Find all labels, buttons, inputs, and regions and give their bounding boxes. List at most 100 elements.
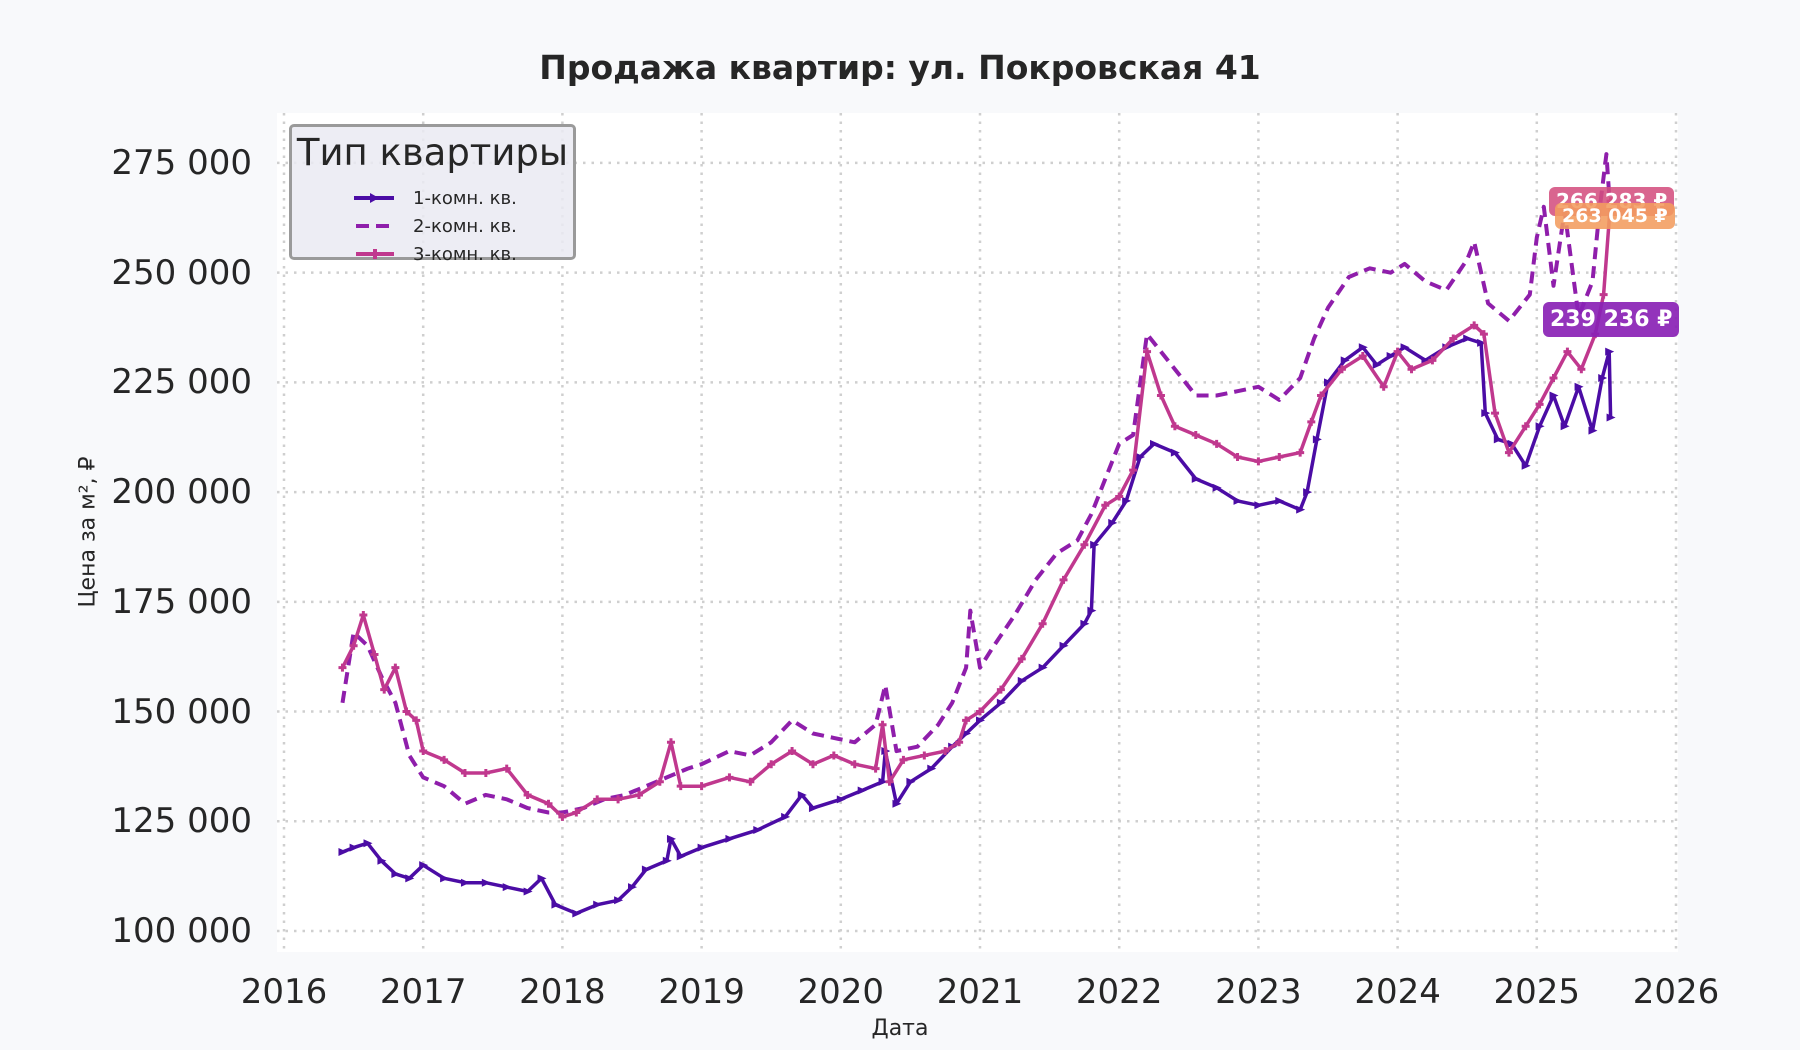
data-marker bbox=[1233, 452, 1242, 461]
data-marker bbox=[614, 896, 624, 905]
data-marker bbox=[1150, 439, 1159, 448]
data-marker bbox=[1233, 496, 1243, 505]
data-marker bbox=[976, 707, 984, 716]
y-tick-label: 100 000 bbox=[111, 911, 252, 951]
data-marker bbox=[419, 861, 429, 870]
data-marker bbox=[614, 795, 623, 804]
chart-title: Продажа квартир: ул. Покровская 41 bbox=[539, 48, 1261, 87]
data-marker bbox=[502, 883, 512, 892]
data-marker bbox=[338, 847, 348, 856]
data-marker bbox=[1143, 347, 1152, 356]
data-marker bbox=[1507, 439, 1517, 448]
data-marker bbox=[1599, 290, 1608, 299]
data-marker bbox=[697, 843, 707, 852]
data-marker bbox=[788, 747, 797, 756]
solid-line-arrow-icon bbox=[354, 193, 394, 203]
data-marker bbox=[955, 738, 964, 747]
data-marker bbox=[1275, 452, 1284, 461]
data-marker bbox=[1090, 540, 1100, 549]
data-marker bbox=[1191, 474, 1201, 483]
data-marker bbox=[1254, 501, 1264, 510]
data-marker bbox=[655, 777, 664, 786]
data-marker bbox=[808, 760, 817, 769]
data-marker bbox=[349, 641, 358, 650]
data-marker bbox=[380, 685, 389, 694]
data-marker bbox=[666, 834, 676, 843]
data-marker bbox=[1358, 352, 1367, 361]
data-marker bbox=[1296, 448, 1305, 457]
data-marker bbox=[857, 786, 867, 795]
data-marker bbox=[551, 900, 561, 909]
series-layer bbox=[338, 152, 1616, 918]
data-marker bbox=[523, 887, 533, 896]
data-marker bbox=[641, 865, 651, 874]
data-marker bbox=[502, 764, 511, 773]
data-marker bbox=[920, 751, 929, 760]
data-marker bbox=[1108, 518, 1118, 527]
x-tick-label: 2024 bbox=[1354, 972, 1441, 1012]
data-marker bbox=[412, 716, 421, 725]
x-axis-label: Дата bbox=[871, 1016, 929, 1041]
data-marker bbox=[1535, 422, 1545, 431]
data-marker bbox=[349, 843, 359, 852]
x-tick-label: 2018 bbox=[519, 972, 606, 1012]
legend-item-3-room: 3-комн. кв. bbox=[352, 241, 517, 267]
data-marker bbox=[871, 764, 880, 773]
data-marker bbox=[1407, 365, 1416, 374]
legend-title: Тип квартиры bbox=[296, 131, 569, 174]
data-marker bbox=[1080, 540, 1089, 549]
data-marker bbox=[1122, 496, 1132, 505]
data-marker bbox=[746, 777, 755, 786]
data-marker bbox=[996, 685, 1005, 694]
data-marker bbox=[405, 874, 415, 883]
y-tick-label: 250 000 bbox=[111, 252, 252, 293]
data-marker bbox=[1101, 501, 1110, 510]
data-marker bbox=[1254, 457, 1263, 466]
x-tick-label: 2021 bbox=[936, 972, 1024, 1012]
data-marker bbox=[676, 782, 685, 791]
data-marker bbox=[359, 610, 368, 619]
data-marker bbox=[1535, 400, 1544, 409]
data-marker bbox=[906, 777, 916, 786]
data-marker bbox=[976, 716, 985, 725]
data-marker bbox=[753, 826, 763, 835]
data-marker bbox=[391, 869, 401, 878]
x-tick-label: 2025 bbox=[1493, 972, 1581, 1012]
legend-item-1-room: 1-комн. кв. bbox=[352, 185, 517, 211]
data-marker bbox=[1588, 426, 1598, 435]
data-marker bbox=[419, 747, 428, 756]
data-marker bbox=[1560, 422, 1570, 431]
y-tick-label: 225 000 bbox=[111, 362, 252, 403]
data-marker bbox=[1358, 343, 1368, 352]
data-marker bbox=[1477, 338, 1487, 347]
data-marker bbox=[338, 663, 347, 672]
data-marker bbox=[1275, 496, 1285, 505]
data-marker bbox=[1605, 347, 1615, 356]
data-marker bbox=[1307, 417, 1316, 426]
data-marker bbox=[1324, 378, 1333, 387]
data-marker bbox=[402, 707, 411, 716]
data-marker bbox=[962, 716, 971, 725]
data-marker bbox=[1080, 619, 1090, 628]
data-marker bbox=[767, 760, 776, 769]
data-marker bbox=[927, 764, 937, 773]
data-marker bbox=[440, 874, 450, 883]
data-marker bbox=[1212, 483, 1222, 492]
data-marker bbox=[1156, 391, 1165, 400]
data-marker bbox=[1491, 409, 1500, 418]
data-marker bbox=[1449, 334, 1458, 343]
data-marker bbox=[1115, 492, 1124, 501]
y-axis-label: Цена за м², ₽ bbox=[75, 456, 101, 608]
data-marker bbox=[1574, 382, 1584, 391]
data-marker bbox=[523, 790, 532, 799]
data-marker bbox=[1428, 356, 1437, 365]
data-marker bbox=[572, 808, 581, 817]
solid-line-plus-icon bbox=[356, 249, 394, 259]
data-marker bbox=[666, 738, 675, 747]
data-marker bbox=[481, 768, 490, 777]
data-marker bbox=[781, 812, 791, 821]
data-marker bbox=[808, 804, 818, 813]
x-tick-label: 2019 bbox=[658, 972, 745, 1012]
data-marker bbox=[634, 790, 643, 799]
